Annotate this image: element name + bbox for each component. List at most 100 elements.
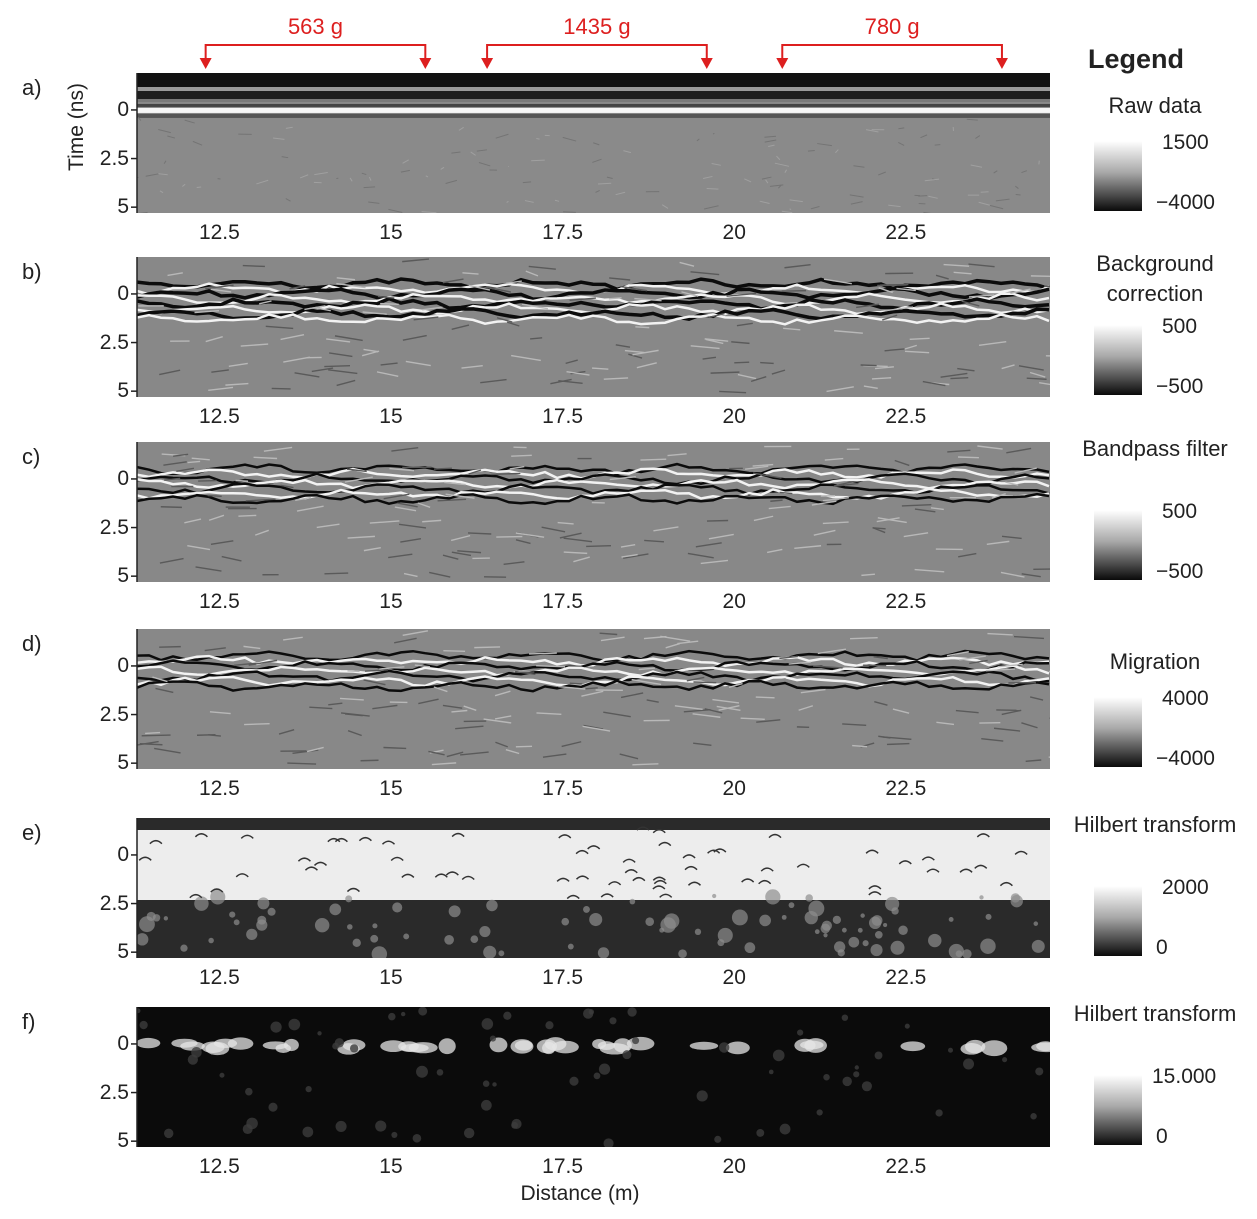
- radargram-panel: [137, 257, 1050, 397]
- x-tick-label: 20: [722, 590, 746, 613]
- x-tick-label: 15: [379, 777, 403, 800]
- texture-stroke: [600, 636, 625, 642]
- texture-stroke: [233, 662, 257, 666]
- x-tick-label: 17.5: [542, 966, 584, 989]
- speckle-curve: [684, 865, 698, 871]
- speckle: [139, 1020, 148, 1030]
- texture-stroke: [383, 746, 407, 750]
- texture-stroke: [920, 134, 928, 139]
- speckle: [597, 947, 610, 958]
- texture-stroke: [476, 149, 488, 152]
- texture-stroke: [853, 165, 865, 168]
- texture-stroke: [529, 652, 557, 655]
- texture-stroke: [878, 735, 891, 739]
- x-tick-label: 15: [379, 1155, 403, 1178]
- speckle: [470, 935, 479, 944]
- speckle: [962, 949, 972, 958]
- speckle: [808, 900, 825, 917]
- texture-stroke: [592, 367, 609, 370]
- texture-stroke: [364, 669, 389, 672]
- texture-stroke: [138, 211, 148, 213]
- speckle-curve: [652, 876, 666, 881]
- texture-stroke: [566, 370, 590, 376]
- speckle: [314, 917, 330, 933]
- texture-stroke: [708, 533, 734, 540]
- texture-stroke: [324, 572, 349, 575]
- speckle: [868, 916, 882, 930]
- x-tick-label: 12.5: [198, 966, 240, 989]
- texture-stroke: [413, 316, 439, 321]
- texture-stroke: [511, 354, 541, 362]
- speckle: [837, 949, 845, 957]
- texture-stroke: [440, 166, 445, 170]
- texture-stroke: [873, 656, 888, 660]
- texture-stroke: [263, 446, 293, 452]
- speckle: [561, 917, 570, 926]
- surface-reflection: [137, 113, 1050, 118]
- bracket-arrow-right: [995, 58, 1008, 69]
- texture-stroke: [363, 546, 381, 552]
- texture-stroke: [752, 472, 782, 479]
- texture-stroke: [631, 678, 662, 686]
- speckle-curve: [624, 869, 638, 874]
- texture-stroke: [761, 176, 772, 180]
- speckle-curve: [868, 891, 882, 896]
- texture-stroke: [336, 379, 356, 387]
- speckle-curve: [327, 837, 341, 843]
- speckle-curve: [608, 881, 622, 886]
- texture-stroke: [850, 637, 878, 640]
- texture-stroke: [531, 159, 545, 162]
- texture-stroke: [686, 676, 705, 682]
- x-tick-label: 17.5: [542, 1155, 584, 1178]
- speckle: [816, 1109, 823, 1116]
- speckle: [483, 945, 497, 958]
- radargram-panel: [137, 442, 1050, 582]
- texture-stroke: [159, 369, 181, 376]
- texture-stroke: [693, 742, 712, 747]
- reflection-band: [137, 313, 1050, 326]
- texture-stroke: [402, 334, 427, 341]
- texture-stroke: [719, 390, 747, 394]
- texture-stroke: [842, 723, 867, 726]
- texture-stroke: [495, 133, 509, 139]
- texture-stroke: [959, 655, 986, 661]
- speckle: [874, 1051, 883, 1060]
- texture-stroke: [561, 741, 582, 748]
- speckle: [352, 938, 361, 947]
- panel-label: e): [22, 820, 42, 845]
- texture-stroke: [163, 461, 187, 466]
- texture-stroke: [296, 505, 324, 512]
- texture-stroke: [934, 144, 941, 146]
- texture-stroke: [521, 303, 548, 310]
- x-tick-label: 12.5: [198, 590, 240, 613]
- texture-stroke: [207, 494, 222, 498]
- speckle: [208, 937, 214, 944]
- texture-stroke: [451, 551, 472, 557]
- texture-stroke: [824, 457, 844, 461]
- texture-stroke: [334, 335, 363, 342]
- texture-stroke: [557, 521, 574, 525]
- colorbar-title: Raw data: [1108, 93, 1202, 118]
- y-tick-label: 0: [117, 653, 129, 677]
- texture-stroke: [221, 555, 242, 562]
- speckle: [759, 914, 771, 927]
- texture-stroke: [737, 373, 757, 380]
- texture-stroke: [397, 502, 418, 508]
- texture-stroke: [894, 459, 910, 467]
- speckle: [511, 1118, 522, 1130]
- texture-stroke: [317, 307, 331, 312]
- texture-stroke: [461, 365, 483, 369]
- speckle: [489, 1035, 496, 1042]
- radargram-panel: [137, 73, 1050, 213]
- texture-stroke: [705, 338, 724, 345]
- speckle: [392, 902, 403, 913]
- texture-stroke: [609, 476, 636, 481]
- speckle: [479, 925, 491, 938]
- x-tick-label: 12.5: [198, 777, 240, 800]
- y-tick-label: 2.5: [99, 330, 129, 354]
- speckle-curve: [632, 876, 646, 882]
- speckle: [332, 1042, 340, 1050]
- y-tick-label: 5: [117, 379, 129, 403]
- texture-stroke: [182, 183, 186, 187]
- speckle: [874, 930, 883, 939]
